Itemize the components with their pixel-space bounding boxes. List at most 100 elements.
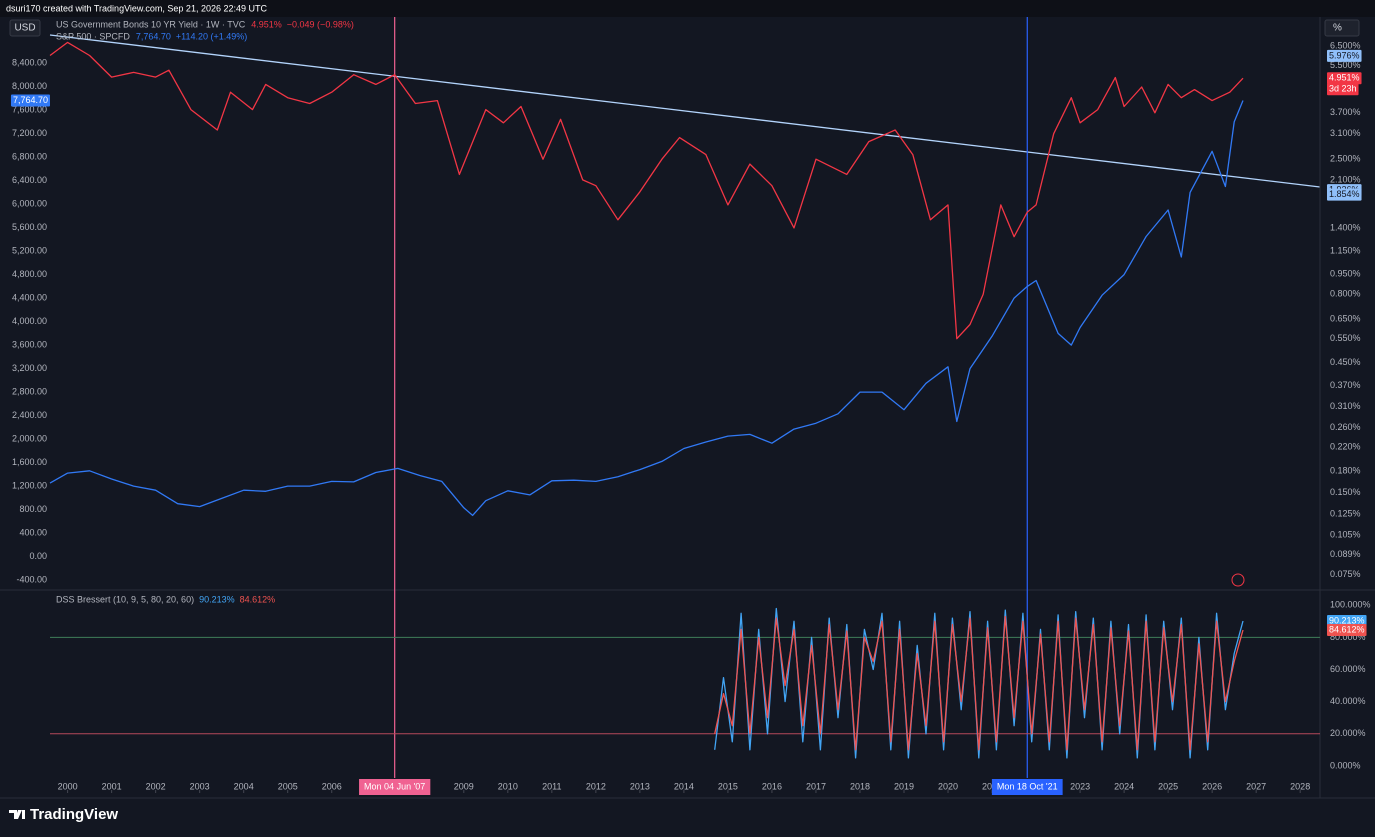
- alert-icon[interactable]: [1231, 573, 1245, 587]
- y2-tick-label: 0.180%: [1330, 465, 1361, 475]
- y2-tick-label: 5.500%: [1330, 60, 1361, 70]
- x-tick-label: 2015: [718, 781, 738, 791]
- y-tick-label: 800.00: [19, 504, 47, 514]
- legend-name: S&P 500 · SPCFD: [56, 31, 130, 41]
- x-tick-label: 2018: [850, 781, 870, 791]
- y2-tick-label: 0.450%: [1330, 357, 1361, 367]
- unit-box[interactable]: [1324, 19, 1360, 37]
- y-tick-label: 6,400.00: [12, 175, 47, 185]
- percent-unit[interactable]: %: [1333, 23, 1342, 34]
- y-tick-label: 2,400.00: [12, 410, 47, 420]
- price-label: 1.854%: [1329, 189, 1360, 199]
- y2-tick-label: 0.150%: [1330, 487, 1361, 497]
- y2-tick-label: 0.800%: [1330, 289, 1361, 299]
- price-label: 5.976%: [1329, 50, 1360, 60]
- trend-line[interactable]: [49, 34, 1321, 188]
- y2-tick-label: 0.260%: [1330, 422, 1361, 432]
- x-tick-label: 2006: [322, 781, 342, 791]
- y-tick-label: 2,800.00: [12, 386, 47, 396]
- x-tick-label: 2020: [938, 781, 958, 791]
- x-tick-label: 2026: [1202, 781, 1222, 791]
- x-tick-label: 2011: [542, 781, 561, 791]
- y-tick-label: 0.00: [29, 551, 47, 561]
- y-tick-label: 3,200.00: [12, 363, 47, 373]
- y-tick-label: 400.00: [19, 527, 47, 537]
- y-tick-label: 7,200.00: [12, 128, 47, 138]
- y-tick-label: -400.00: [16, 574, 47, 584]
- price-label-bg: [1327, 49, 1362, 62]
- y-tick-label: 4,400.00: [12, 293, 47, 303]
- x-tick-label: 2023: [1070, 781, 1090, 791]
- x-tick-label: 2017: [806, 781, 826, 791]
- x-tick-label: 2016: [762, 781, 782, 791]
- y2-tick-label: 1.150%: [1330, 246, 1361, 256]
- series-line: [714, 607, 1244, 759]
- currency[interactable]: USD: [14, 23, 35, 34]
- x-tick-label: 2001: [102, 781, 122, 791]
- x-tick-label: 2009: [454, 781, 474, 791]
- x-tick-label: 2019: [894, 781, 914, 791]
- legend-change: +114.20 (+1.49%): [176, 31, 247, 41]
- y-tick-label: 4,000.00: [12, 316, 47, 326]
- caption: dsuri170 created with TradingView.com, S…: [6, 3, 267, 13]
- brand: TradingView: [30, 806, 118, 823]
- y-tick-label: 2,000.00: [12, 433, 47, 443]
- crosshair-label-bg: [991, 779, 1063, 795]
- x-tick-label: 2028: [1290, 781, 1310, 791]
- y-tick-label: 6,000.00: [12, 199, 47, 209]
- last-value-badge-bg: [10, 94, 50, 107]
- y2-tick-label: 3.700%: [1330, 107, 1361, 117]
- y2-tick-label: 0.550%: [1330, 333, 1361, 343]
- logo: [9, 810, 25, 819]
- y2-tick-label: 0.089%: [1330, 549, 1361, 559]
- countdown-bg: [1327, 83, 1359, 96]
- y2-tick-label: 1.400%: [1330, 222, 1361, 232]
- x-tick-label: 2005: [278, 781, 298, 791]
- legend-value: 7,764.70: [136, 31, 171, 41]
- y2-tick-label: 2.100%: [1330, 174, 1361, 184]
- indicator-title: DSS Bressert (10, 9, 5, 80, 20, 60): [56, 594, 194, 604]
- legend-value: 4.951%: [251, 19, 282, 29]
- x-tick-label: 2012: [586, 781, 606, 791]
- y2-tick-label: 2.500%: [1330, 154, 1361, 164]
- crosshair-label: Mon 18 Oct '21: [997, 781, 1058, 791]
- price-label-bg: [1327, 188, 1362, 201]
- x-tick-label: 2014: [674, 781, 694, 791]
- last-value-badge: 90.213%: [1329, 615, 1365, 625]
- y-tick-label: 0.000%: [1330, 760, 1361, 770]
- x-tick-label: 2000: [58, 781, 78, 791]
- y-tick-label: 8,000.00: [12, 81, 47, 91]
- last-value-badge-bg: [1327, 72, 1362, 85]
- currency-box[interactable]: [9, 19, 41, 37]
- legend-name: US Government Bonds 10 YR Yield · 1W · T…: [56, 19, 246, 29]
- legend-value: 90.213%: [199, 594, 235, 604]
- x-tick-label: 2013: [630, 781, 650, 791]
- y2-tick-label: 0.370%: [1330, 380, 1361, 390]
- series-line: [49, 41, 1244, 340]
- y2-tick-label: 6.500%: [1330, 40, 1361, 50]
- y-tick-label: 80.000%: [1330, 632, 1366, 642]
- x-tick-label: 2002: [146, 781, 166, 791]
- crosshair-label-bg: [359, 779, 431, 795]
- y-tick-label: 40.000%: [1330, 696, 1366, 706]
- y2-tick-label: 0.075%: [1330, 569, 1361, 579]
- y2-tick-label: 0.950%: [1330, 268, 1361, 278]
- countdown: 3d 23h: [1329, 84, 1357, 94]
- x-tick-label: 2004: [234, 781, 254, 791]
- last-value-badge: 7,764.70: [13, 95, 48, 105]
- y2-tick-label: 0.650%: [1330, 313, 1361, 323]
- y-tick-label: 4,800.00: [12, 269, 47, 279]
- y-tick-label: 60.000%: [1330, 664, 1366, 674]
- last-value-badge: 84.612%: [1329, 624, 1365, 634]
- y-tick-label: 3,600.00: [12, 339, 47, 349]
- series-line: [714, 615, 1244, 751]
- y-tick-label: 8,400.00: [12, 58, 47, 68]
- y2-tick-label: 0.310%: [1330, 401, 1361, 411]
- y-tick-label: 100.000%: [1330, 600, 1371, 610]
- logo-mark: [9, 810, 25, 819]
- legend-value: 84.612%: [240, 594, 276, 604]
- caption-bar: [0, 0, 1375, 17]
